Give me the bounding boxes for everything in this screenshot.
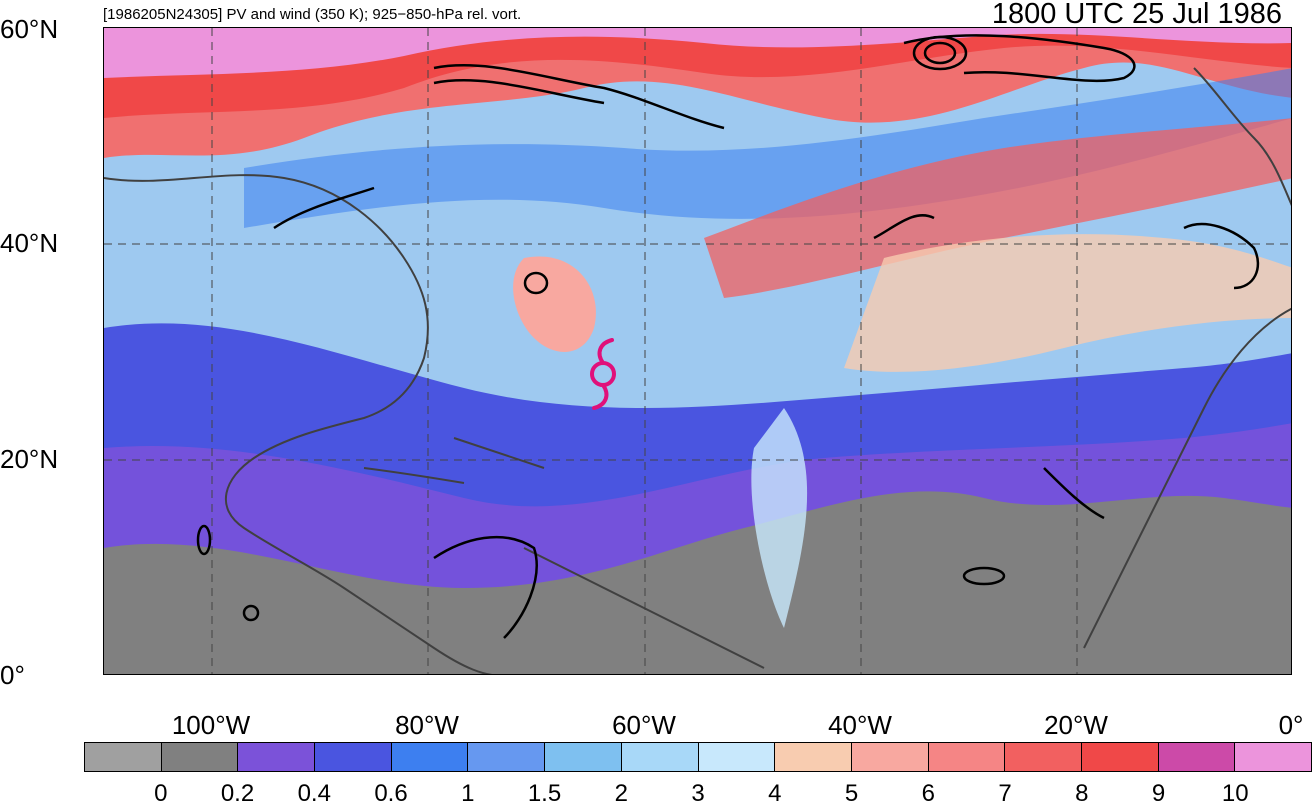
lon-label-80w: 80°W: [395, 710, 459, 740]
colorbar-label: 0.2: [220, 780, 255, 807]
pv-tropical-filament: [751, 408, 808, 628]
colorbar-box: [851, 743, 929, 771]
colorbar-label: 3: [691, 780, 705, 807]
colorbar-box: [468, 743, 546, 771]
pv-colorbar: [84, 742, 1312, 772]
colorbar-box: [775, 743, 852, 771]
colorbar-box: [391, 743, 469, 771]
colorbar-label: 2: [614, 780, 628, 807]
colorbar-label: 0.6: [374, 780, 408, 807]
vorticity-contours: [196, 34, 1260, 639]
colorbar-box: [85, 743, 162, 771]
valid-time: 1800 UTC 25 Jul 1986: [991, 0, 1282, 30]
colorbar-label: 6: [921, 780, 935, 807]
colorbar-box: [1158, 743, 1236, 771]
colorbar-box: [161, 743, 239, 771]
pv-map: [104, 28, 1291, 674]
colorbar-box: [1005, 743, 1082, 771]
lon-label-prime-meridian: 0°: [1278, 710, 1304, 740]
colorbar-label: 4: [768, 780, 782, 807]
map-title: [1986205N24305] PV and wind (350 K); 925…: [103, 6, 522, 23]
map-panel: [103, 27, 1292, 675]
tropical-cyclone-symbol: [590, 338, 616, 410]
lat-label-20n: 20°N: [0, 444, 59, 474]
pv-blue-ribbon: [244, 68, 1291, 228]
pv-minimum-band: [104, 491, 1291, 674]
colorbar-label: 0.4: [297, 780, 331, 807]
colorbar-box: [621, 743, 699, 771]
lon-label-60w: 60°W: [612, 710, 676, 740]
colorbar-label: 5: [844, 780, 859, 807]
coastlines: [104, 67, 1291, 674]
colorbar-box: [1081, 743, 1159, 771]
colorbar-label: 0: [154, 780, 168, 807]
colorbar-label: 9: [1151, 780, 1166, 807]
colorbar-box: [545, 743, 622, 771]
colorbar-box: [698, 743, 776, 771]
colorbar-label: 7: [998, 780, 1012, 807]
lat-label-40n: 40°N: [0, 228, 59, 258]
colorbar-label: 1.5: [527, 780, 562, 807]
colorbar-label: 10: [1221, 780, 1249, 807]
colorbar-box: [928, 743, 1006, 771]
lon-label-20w: 20°W: [1044, 710, 1108, 740]
pv-cutoff-low: [513, 256, 596, 352]
lon-label-40w: 40°W: [828, 710, 892, 740]
graticule: [104, 28, 1291, 674]
lon-label-100w: 100°W: [171, 710, 251, 740]
pv-jet-streak: [704, 118, 1291, 298]
colorbar-label: 8: [1075, 780, 1089, 807]
colorbar-box: [1235, 743, 1311, 771]
colorbar-box: [238, 743, 316, 771]
colorbar-box: [315, 743, 392, 771]
pv-midlevel-band: [844, 234, 1291, 372]
lat-label-60n: 60°N: [0, 14, 59, 44]
colorbar-label: 1: [461, 780, 475, 807]
pv-extreme-band: [104, 28, 1291, 78]
lat-label-equator: 0°: [0, 660, 25, 690]
